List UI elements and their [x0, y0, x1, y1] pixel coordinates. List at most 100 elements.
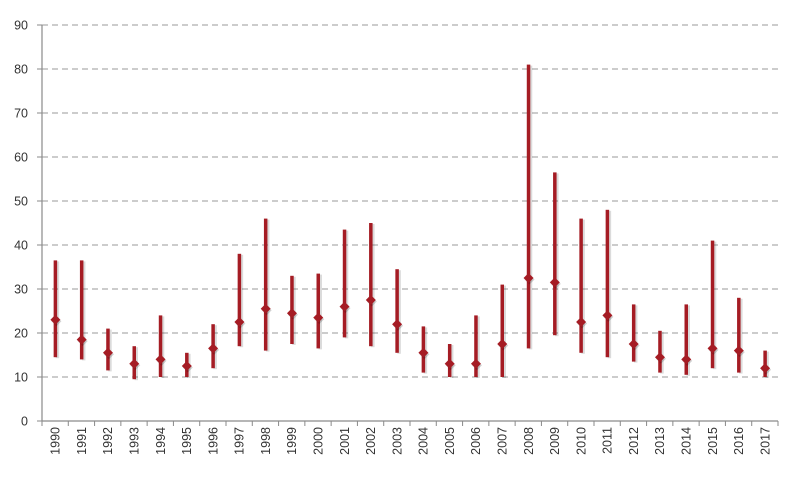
- x-tick-label: 2008: [522, 427, 536, 455]
- mean-marker-2013: [654, 352, 665, 363]
- x-tick-label: 2000: [312, 427, 326, 455]
- mean-marker-2002: [365, 295, 376, 305]
- x-tick-label: 1992: [101, 427, 115, 455]
- mean-marker-2001: [339, 301, 350, 312]
- high-low-bar-2006: [474, 315, 478, 377]
- x-tick-label: 2011: [601, 427, 615, 454]
- x-tick-label: 1999: [285, 427, 299, 455]
- x-tick-label: 1998: [259, 427, 273, 455]
- high-low-bar-1997: [237, 253, 242, 347]
- bar-shadow: [55, 261, 60, 359]
- x-tick-label: 2014: [680, 427, 694, 455]
- mean-markers: [50, 273, 772, 375]
- x-tick-label: 2001: [338, 427, 352, 455]
- high-low-bars: [53, 64, 769, 381]
- mean-marker-1994: [155, 354, 166, 365]
- bar-shadow: [660, 331, 664, 374]
- mean-marker-2004: [418, 347, 429, 358]
- bar-shadow: [476, 316, 480, 378]
- x-tick-label: 2009: [548, 427, 562, 455]
- y-tick-label: 80: [14, 63, 28, 77]
- y-axis: 0 10 20 30 40 50 60 70 80 90: [14, 19, 43, 429]
- high-low-bar-2013: [658, 330, 662, 373]
- mean-marker-2011: [602, 310, 613, 321]
- mean-marker-1990: [50, 314, 61, 325]
- bar-shadow: [712, 241, 717, 370]
- high-low-bar-2002: [369, 223, 373, 347]
- high-low-bar-2015: [710, 240, 715, 369]
- mean-marker-2009: [549, 277, 560, 288]
- x-tick-label: 2007: [496, 427, 510, 455]
- bar-shadow: [528, 65, 533, 350]
- y-tick-label: 60: [14, 151, 28, 165]
- x-tick-label: 2013: [653, 427, 667, 455]
- x-tick-label: 2006: [469, 427, 483, 455]
- x-tick-label: 2005: [443, 427, 457, 455]
- mean-marker-2008: [523, 273, 534, 283]
- bar-shadow: [81, 261, 86, 361]
- y-tick-label: 40: [14, 239, 28, 253]
- high-low-bar-2011: [605, 209, 610, 358]
- x-tick-label: 2004: [417, 427, 431, 455]
- x-tick-label: 1993: [128, 427, 142, 455]
- high-low-bar-1994: [158, 315, 163, 377]
- bar-shadow: [239, 254, 244, 348]
- x-tick-label: 2010: [574, 427, 588, 455]
- bar-shadow: [739, 298, 743, 374]
- x-tick-label: 1997: [233, 427, 247, 455]
- x-tick-label: 1995: [180, 427, 194, 455]
- mean-marker-1992: [102, 347, 113, 358]
- x-axis: 1990 1991 1992 1993 1994 1995 1996 1997 1998 1999…: [41, 420, 779, 455]
- high-low-bar-1998: [263, 218, 268, 351]
- x-tick-label: 2002: [364, 427, 378, 455]
- bar-shadow: [160, 316, 165, 378]
- high-low-bar-2007: [500, 284, 504, 377]
- x-tick-label: 2003: [390, 427, 404, 455]
- y-tick-label: 50: [14, 195, 28, 209]
- y-tick-label: 10: [14, 371, 28, 385]
- x-tick-label: 1996: [206, 427, 220, 455]
- mean-marker-2010: [576, 317, 587, 327]
- high-low-bar-2000: [316, 273, 320, 349]
- high-low-bar-2009: [553, 172, 557, 336]
- y-tick-label: 0: [21, 415, 28, 429]
- bar-shadow: [607, 210, 612, 359]
- mean-marker-1996: [208, 343, 219, 354]
- mean-marker-2012: [628, 339, 639, 349]
- mean-marker-2014: [681, 354, 692, 365]
- mean-marker-2016: [733, 345, 744, 356]
- high-low-bar-2016: [737, 297, 741, 373]
- high-low-bar-2012: [631, 304, 636, 362]
- high-low-bar-2001: [342, 229, 347, 338]
- high-low-bar-2010: [579, 218, 583, 353]
- high-low-bar-2008: [526, 64, 531, 349]
- mean-marker-1993: [129, 358, 140, 369]
- bar-shadow: [686, 305, 690, 376]
- high-low-bar-1991: [79, 260, 84, 360]
- x-tick-label: 2016: [732, 427, 746, 455]
- bar-shadow: [502, 285, 506, 378]
- mean-marker-1991: [76, 334, 87, 345]
- x-tick-label: 1991: [75, 427, 89, 455]
- x-tick-label: 1990: [49, 427, 63, 455]
- mean-marker-2005: [444, 358, 455, 369]
- mean-marker-1997: [234, 317, 245, 327]
- bar-shadow: [265, 219, 270, 352]
- bar-shadow: [555, 173, 559, 337]
- mean-marker-1999: [286, 308, 297, 319]
- high-low-bar-2003: [395, 269, 399, 353]
- mean-marker-1998: [260, 303, 271, 314]
- bar-shadow: [397, 270, 401, 354]
- x-tick-label: 2017: [758, 427, 772, 455]
- mean-marker-2007: [497, 339, 508, 349]
- y-tick-label: 70: [14, 107, 28, 121]
- mean-marker-2017: [760, 363, 771, 374]
- bar-shadow: [344, 230, 349, 339]
- y-tick-label: 20: [14, 327, 28, 341]
- mean-marker-2015: [707, 343, 718, 354]
- bar-shadow: [371, 224, 375, 348]
- mean-marker-2006: [470, 358, 481, 369]
- gridlines: [42, 24, 778, 378]
- x-tick-label: 1994: [154, 427, 168, 455]
